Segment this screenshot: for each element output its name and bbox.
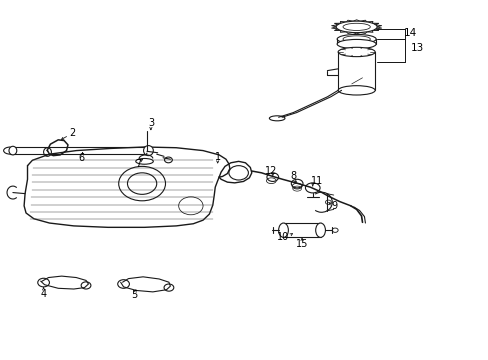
Text: 1: 1 [214, 152, 220, 162]
Text: 5: 5 [131, 291, 138, 301]
Ellipse shape [335, 21, 376, 33]
Ellipse shape [315, 223, 325, 237]
Ellipse shape [143, 145, 153, 156]
Text: 8: 8 [289, 171, 296, 181]
Text: 10: 10 [277, 232, 289, 242]
Text: 13: 13 [410, 44, 424, 53]
Text: 7: 7 [135, 159, 141, 169]
Text: 6: 6 [78, 153, 84, 163]
Text: 3: 3 [147, 118, 154, 128]
Text: 15: 15 [295, 239, 307, 249]
Ellipse shape [278, 223, 288, 237]
Ellipse shape [337, 47, 374, 57]
Text: 12: 12 [264, 166, 277, 176]
Ellipse shape [136, 158, 153, 164]
Ellipse shape [336, 40, 375, 49]
Text: 11: 11 [310, 176, 322, 186]
Text: 2: 2 [70, 129, 76, 138]
Bar [283, 223, 320, 237]
Text: 9: 9 [331, 201, 337, 211]
Ellipse shape [336, 35, 375, 44]
Text: 4: 4 [41, 289, 46, 299]
Ellipse shape [9, 146, 17, 155]
Ellipse shape [337, 86, 374, 95]
Text: 14: 14 [403, 28, 416, 38]
